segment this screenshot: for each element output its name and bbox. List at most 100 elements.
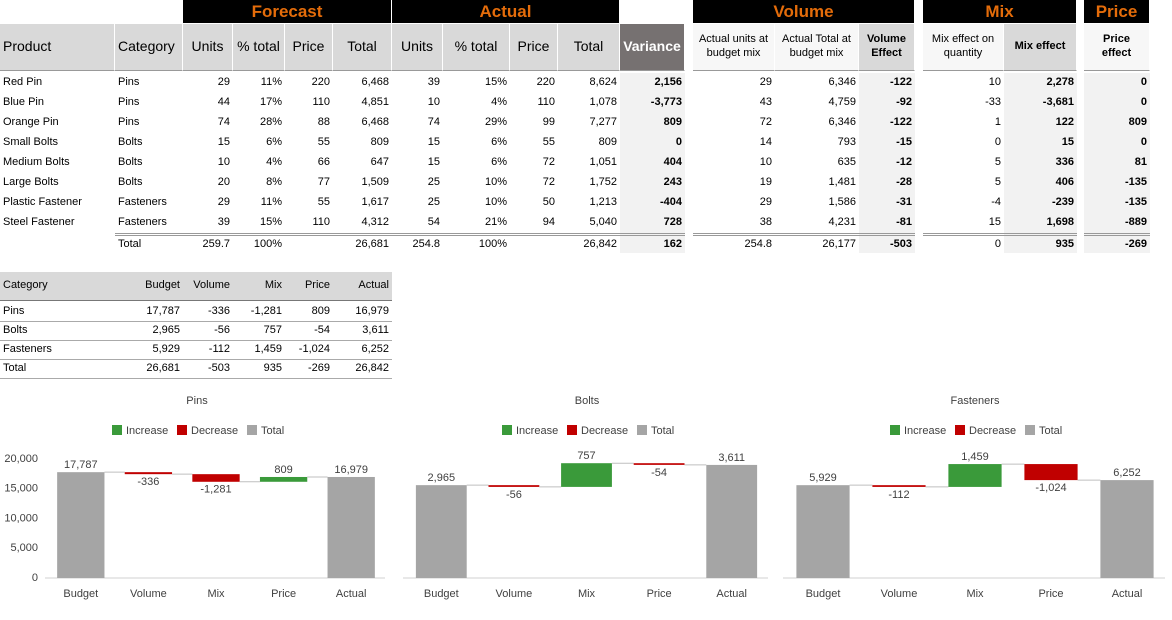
table-cell: 26,681 [115, 360, 183, 379]
legend-swatch [247, 425, 257, 435]
table-cell: 15 [427, 156, 440, 169]
table-cell: 14 [759, 136, 772, 149]
column-header: Mix [233, 272, 285, 301]
x-tick-label: Price [1038, 588, 1063, 600]
table-cell: Red Pin [3, 76, 43, 89]
table-cell: 1,586 [828, 196, 856, 209]
table-cell: 0 [1084, 73, 1150, 93]
column-header: % total [443, 24, 510, 71]
data-label: 1,459 [961, 451, 989, 463]
table-cell: 6,346 [828, 76, 856, 89]
table-cell: -92 [859, 93, 915, 113]
table-cell: Total [0, 360, 115, 379]
y-tick-label: 15,000 [4, 483, 38, 495]
legend-label: Increase [126, 425, 168, 437]
table-cell [0, 233, 115, 253]
table-cell: 1,459 [233, 341, 285, 360]
table-cell [285, 233, 333, 253]
table-cell: Plastic Fastener [3, 196, 82, 209]
table-cell: 26,842 [558, 233, 620, 253]
column-header: Budget [115, 272, 183, 301]
bar [796, 485, 850, 578]
table-cell: 5 [994, 156, 1001, 169]
data-label: -56 [506, 489, 522, 501]
table-cell: -122 [859, 73, 915, 93]
table-cell: 1,051 [589, 156, 617, 169]
column-header: Price [285, 272, 333, 301]
column-header: Category [115, 24, 183, 71]
group-header: Price [1084, 0, 1150, 23]
data-label: -1,281 [200, 484, 231, 496]
table-cell: 10 [759, 156, 772, 169]
table-cell: 39 [427, 76, 440, 89]
legend-swatch [502, 425, 512, 435]
bar [706, 464, 758, 578]
data-label: 2,965 [428, 472, 456, 484]
table-cell: Pins [118, 96, 140, 109]
table-cell: 2,965 [115, 322, 183, 341]
legend-swatch [890, 425, 900, 435]
table-cell: 21% [484, 216, 507, 229]
table-cell: 88 [317, 116, 330, 129]
table-cell: 1 [994, 116, 1001, 129]
x-tick-label: Price [647, 588, 672, 600]
bar [561, 463, 612, 487]
table-cell: 19 [759, 176, 772, 189]
table-cell: 6% [491, 156, 507, 169]
table-cell: -1,281 [233, 303, 285, 322]
data-label: 17,787 [64, 459, 98, 471]
table-cell: 0 [994, 136, 1001, 149]
table-cell: 1,213 [589, 196, 617, 209]
table-cell: -122 [859, 113, 915, 133]
legend-label: Increase [516, 425, 558, 437]
table-cell: 29 [759, 76, 772, 89]
table-cell: 935 [1004, 233, 1077, 253]
table-cell: 7,277 [589, 116, 617, 129]
table-cell: 15% [484, 76, 507, 89]
table-cell: 94 [542, 216, 555, 229]
table-cell: Bolts [0, 322, 115, 341]
bar [327, 476, 375, 578]
table-cell: 10 [217, 156, 230, 169]
table-cell: -28 [859, 173, 915, 193]
table-cell: 10% [484, 196, 507, 209]
table-cell: 110 [312, 96, 330, 109]
table-cell: 1,752 [589, 176, 617, 189]
table-cell: 0 [620, 133, 685, 153]
table-cell: 74 [427, 116, 440, 129]
table-cell: 162 [620, 233, 685, 253]
column-header: Variance [620, 24, 685, 71]
table-cell: 757 [233, 322, 285, 341]
table-cell: 44 [217, 96, 230, 109]
table-cell: 5 [994, 176, 1001, 189]
table-cell: 39 [217, 216, 230, 229]
table-cell: 1,078 [589, 96, 617, 109]
table-cell: 25 [427, 196, 440, 209]
group-header: Forecast [183, 0, 392, 23]
table-cell: 4,312 [361, 216, 389, 229]
table-cell: 81 [1084, 153, 1150, 173]
column-header: Units [392, 24, 443, 71]
table-cell: 100% [233, 233, 285, 253]
table-cell: 50 [542, 196, 555, 209]
table-cell: 406 [1004, 173, 1077, 193]
column-header: Price effect [1084, 24, 1150, 71]
bar [57, 472, 105, 578]
bar [124, 472, 173, 475]
table-cell: Pins [0, 303, 115, 322]
table-cell: -3,681 [1004, 93, 1077, 113]
table-cell: Pins [118, 76, 140, 89]
table-cell: Fasteners [0, 341, 115, 360]
data-label: 5,929 [809, 472, 837, 484]
bar [259, 476, 308, 482]
x-tick-label: Actual [716, 588, 747, 600]
table-cell: 15% [259, 216, 282, 229]
table-cell: 122 [1004, 113, 1077, 133]
data-label: 809 [274, 464, 292, 476]
table-cell: Bolts [118, 136, 143, 149]
table-cell: 809 [620, 113, 685, 133]
data-label: -1,024 [1035, 482, 1066, 494]
y-tick-label: 5,000 [10, 542, 38, 554]
